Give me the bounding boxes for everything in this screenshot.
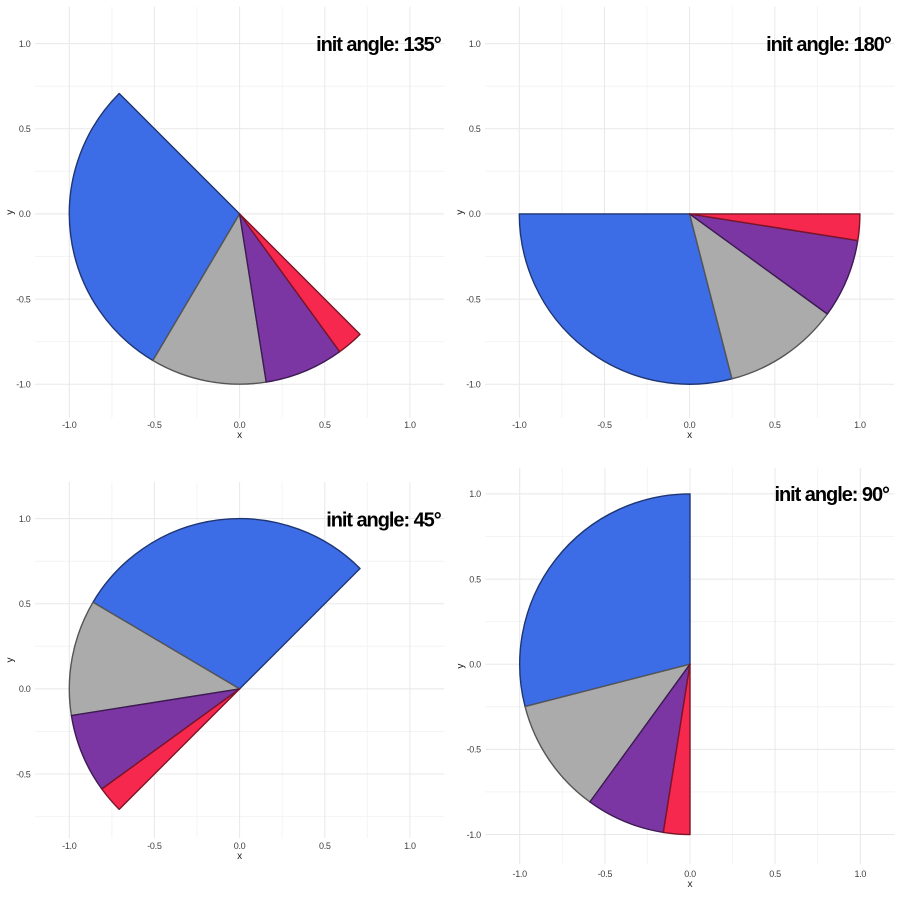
svg-text:x: x bbox=[687, 430, 692, 441]
svg-text:0.0: 0.0 bbox=[684, 420, 696, 430]
svg-text:y: y bbox=[455, 664, 466, 669]
svg-text:-0.5: -0.5 bbox=[147, 420, 162, 430]
svg-text:-1.0: -1.0 bbox=[466, 380, 481, 390]
svg-text:-1.0: -1.0 bbox=[62, 420, 77, 430]
svg-text:1.0: 1.0 bbox=[19, 39, 31, 49]
svg-text:-1.0: -1.0 bbox=[16, 380, 31, 390]
svg-text:0.5: 0.5 bbox=[319, 420, 331, 430]
svg-text:0.0: 0.0 bbox=[684, 869, 696, 879]
svg-text:1.0: 1.0 bbox=[19, 514, 31, 524]
svg-text:-0.5: -0.5 bbox=[16, 294, 31, 304]
svg-text:0.5: 0.5 bbox=[469, 574, 481, 584]
svg-text:x: x bbox=[237, 430, 242, 441]
svg-text:y: y bbox=[5, 210, 16, 215]
svg-text:-0.5: -0.5 bbox=[147, 841, 162, 851]
svg-text:-0.5: -0.5 bbox=[598, 869, 613, 879]
svg-text:0.5: 0.5 bbox=[769, 420, 781, 430]
svg-text:-1.0: -1.0 bbox=[467, 830, 482, 840]
svg-text:-1.0: -1.0 bbox=[62, 841, 77, 851]
svg-text:0.5: 0.5 bbox=[769, 869, 781, 879]
svg-text:0.0: 0.0 bbox=[19, 209, 31, 219]
svg-text:0.5: 0.5 bbox=[469, 124, 481, 134]
svg-text:init angle: 45°: init angle: 45° bbox=[326, 509, 442, 531]
svg-text:0.5: 0.5 bbox=[319, 841, 331, 851]
svg-text:init angle: 90°: init angle: 90° bbox=[775, 484, 891, 506]
svg-text:1.0: 1.0 bbox=[469, 489, 481, 499]
svg-text:-0.5: -0.5 bbox=[16, 769, 31, 779]
svg-text:init angle: 180°: init angle: 180° bbox=[766, 34, 892, 56]
svg-text:-0.5: -0.5 bbox=[466, 294, 481, 304]
svg-text:y: y bbox=[455, 210, 466, 215]
svg-text:0.5: 0.5 bbox=[19, 599, 31, 609]
svg-text:0.0: 0.0 bbox=[469, 660, 481, 670]
svg-text:0.5: 0.5 bbox=[19, 124, 31, 134]
svg-text:-0.5: -0.5 bbox=[467, 745, 482, 755]
svg-text:0.0: 0.0 bbox=[19, 684, 31, 694]
svg-text:x: x bbox=[237, 851, 242, 862]
svg-text:x: x bbox=[688, 879, 693, 890]
svg-text:init angle: 135°: init angle: 135° bbox=[316, 34, 442, 56]
svg-text:1.0: 1.0 bbox=[854, 420, 866, 430]
svg-text:-0.5: -0.5 bbox=[597, 420, 612, 430]
svg-text:1.0: 1.0 bbox=[469, 39, 481, 49]
svg-text:1.0: 1.0 bbox=[404, 420, 416, 430]
svg-text:y: y bbox=[5, 658, 16, 663]
svg-text:0.0: 0.0 bbox=[234, 420, 246, 430]
svg-text:0.0: 0.0 bbox=[234, 841, 246, 851]
svg-text:-1.0: -1.0 bbox=[513, 869, 528, 879]
svg-text:1.0: 1.0 bbox=[854, 869, 866, 879]
svg-text:-1.0: -1.0 bbox=[512, 420, 527, 430]
svg-text:0.0: 0.0 bbox=[469, 209, 481, 219]
svg-text:1.0: 1.0 bbox=[404, 841, 416, 851]
